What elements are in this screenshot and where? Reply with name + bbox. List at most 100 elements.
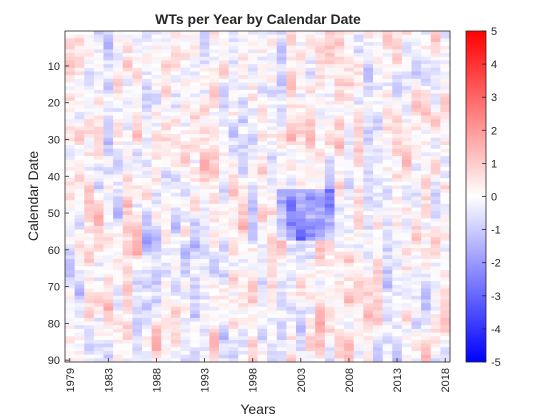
heatmap-cell xyxy=(315,207,326,212)
heatmap-cell xyxy=(382,266,393,271)
heatmap-cell xyxy=(247,306,258,311)
heatmap-cell xyxy=(199,236,210,242)
heatmap-cell xyxy=(401,181,412,186)
heatmap-cell xyxy=(315,108,326,113)
heatmap-cell xyxy=(151,82,162,87)
heatmap-cell xyxy=(430,354,441,359)
heatmap-cell xyxy=(247,273,258,278)
heatmap-cell xyxy=(286,126,297,131)
heatmap-cell xyxy=(353,211,364,216)
heatmap-cell xyxy=(84,156,95,161)
heatmap-cell xyxy=(142,93,153,98)
heatmap-cell xyxy=(219,207,230,212)
heatmap-cell xyxy=(401,277,412,282)
heatmap-cell xyxy=(392,347,403,352)
heatmap-cell xyxy=(276,240,287,245)
heatmap-cell xyxy=(65,350,76,356)
heatmap-cell xyxy=(440,156,451,161)
heatmap-cell xyxy=(382,145,393,150)
heatmap-cell xyxy=(65,317,76,322)
heatmap-cell xyxy=(267,119,278,124)
heatmap-cell xyxy=(305,56,316,61)
heatmap-cell xyxy=(190,89,201,94)
heatmap-cell xyxy=(276,350,287,356)
heatmap-cell xyxy=(228,247,239,253)
heatmap-cell xyxy=(334,174,345,179)
heatmap-cell xyxy=(209,49,220,54)
heatmap-cell xyxy=(170,218,181,223)
heatmap-cell xyxy=(247,78,258,83)
heatmap-cell xyxy=(305,336,316,341)
heatmap-cell xyxy=(247,277,258,282)
heatmap-cell xyxy=(113,358,124,363)
heatmap-cell xyxy=(276,233,287,238)
heatmap-cell xyxy=(238,159,249,164)
heatmap-cell xyxy=(238,178,249,183)
heatmap-cell xyxy=(180,325,191,330)
heatmap-cell xyxy=(430,192,441,197)
heatmap-cell xyxy=(324,196,335,201)
heatmap-cell xyxy=(122,130,133,135)
heatmap-cell xyxy=(421,255,432,260)
heatmap-cell xyxy=(103,34,114,39)
heatmap-cell xyxy=(363,325,374,330)
heatmap-cell xyxy=(296,31,307,36)
heatmap-cell xyxy=(132,196,143,201)
heatmap-cell xyxy=(219,86,230,91)
heatmap-cell xyxy=(363,100,374,105)
heatmap-cell xyxy=(93,38,104,43)
heatmap-cell xyxy=(276,347,287,352)
heatmap-cell xyxy=(180,350,191,356)
heatmap-cell xyxy=(180,222,191,227)
heatmap-cell xyxy=(209,174,220,179)
heatmap-cell xyxy=(430,203,441,208)
heatmap-cell xyxy=(296,310,307,315)
heatmap-cell xyxy=(430,45,441,50)
heatmap-cell xyxy=(411,211,422,216)
heatmap-cell xyxy=(132,347,143,352)
heatmap-cell xyxy=(219,78,230,83)
heatmap-cell xyxy=(382,93,393,98)
heatmap-cell xyxy=(286,211,297,216)
heatmap-cell xyxy=(103,115,114,120)
heatmap-cell xyxy=(113,354,124,359)
heatmap-cell xyxy=(65,130,76,135)
heatmap-cell xyxy=(430,332,441,337)
heatmap-cell xyxy=(74,82,85,87)
heatmap-cell xyxy=(84,214,95,219)
heatmap-cell xyxy=(238,292,249,297)
heatmap-cell xyxy=(113,288,124,293)
heatmap-cell xyxy=(257,141,268,146)
heatmap-cell xyxy=(421,229,432,234)
heatmap-cell xyxy=(219,31,230,36)
heatmap-cell xyxy=(267,332,278,337)
heatmap-cell xyxy=(142,347,153,352)
heatmap-cell xyxy=(65,104,76,109)
heatmap-cell xyxy=(238,303,249,308)
heatmap-cell xyxy=(199,281,210,286)
heatmap-cell xyxy=(344,133,355,139)
heatmap-cell xyxy=(103,255,114,260)
heatmap-cell xyxy=(113,229,124,234)
heatmap-cell xyxy=(305,119,316,124)
heatmap-cell xyxy=(440,167,451,172)
heatmap-cell xyxy=(296,34,307,39)
heatmap-cell xyxy=(353,244,364,249)
heatmap-cell xyxy=(353,339,364,345)
heatmap-cell xyxy=(238,222,249,227)
heatmap-cell xyxy=(440,93,451,98)
heatmap-cell xyxy=(238,270,249,275)
heatmap-cell xyxy=(382,259,393,264)
heatmap-cell xyxy=(430,78,441,83)
heatmap-cell xyxy=(315,358,326,363)
heatmap-cell xyxy=(392,156,403,161)
heatmap-cell xyxy=(286,174,297,179)
heatmap-cell xyxy=(334,314,345,319)
heatmap-cell xyxy=(267,259,278,264)
heatmap-cell xyxy=(430,325,441,330)
heatmap-cell xyxy=(219,350,230,356)
heatmap-cell xyxy=(296,343,307,348)
heatmap-cell xyxy=(411,178,422,183)
heatmap-cell xyxy=(363,332,374,337)
heatmap-cell xyxy=(411,255,422,260)
